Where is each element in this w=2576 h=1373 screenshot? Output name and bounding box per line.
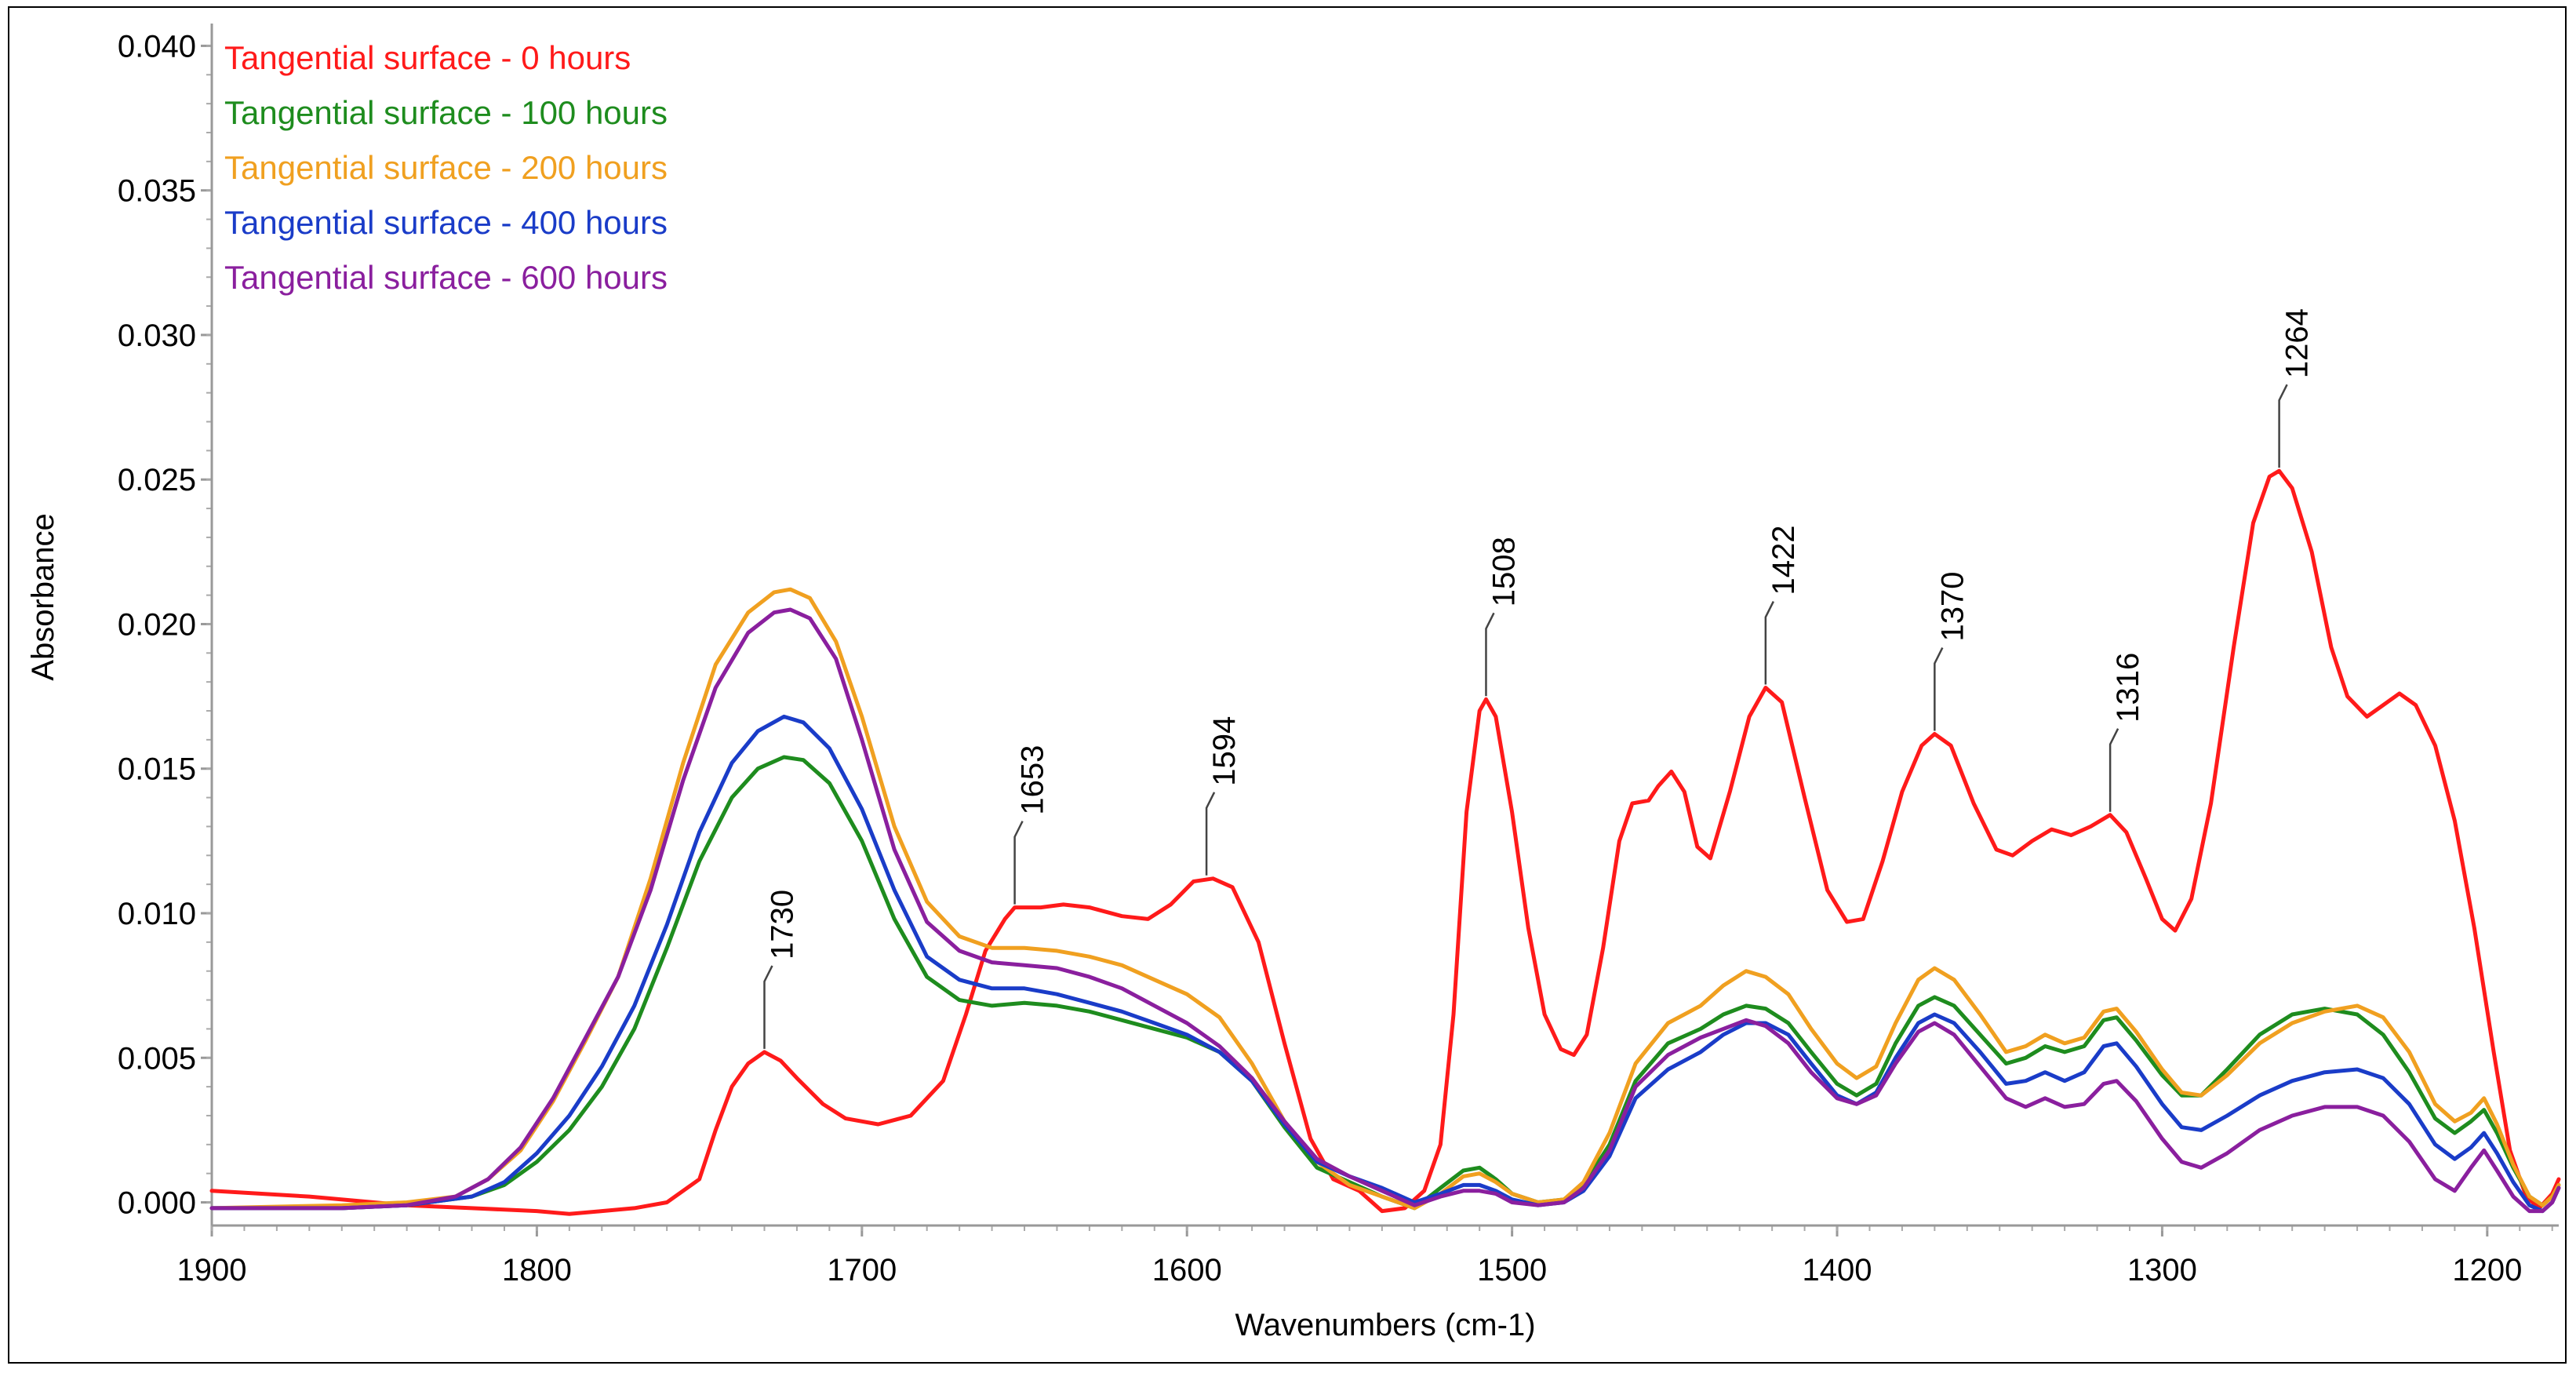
peak-leader-line <box>1205 792 1216 876</box>
peak-label: 1370 <box>1935 572 1970 642</box>
y-tick-label: 0.010 <box>118 897 196 931</box>
peak-leader-line <box>1764 600 1774 685</box>
chart-frame: 0.000 0.005 0.010 0.015 0.020 0.025 0.030 0.035… <box>8 6 2567 1364</box>
peak-leader-line <box>2108 728 2119 812</box>
x-tick-label: 1700 <box>827 1253 897 1287</box>
y-tick-label: 0.025 <box>118 463 196 497</box>
x-axis-label: Wavenumbers (cm-1) <box>1235 1308 1535 1342</box>
x-tick-label: 1200 <box>2452 1253 2522 1287</box>
x-tick-label: 1600 <box>1152 1253 1222 1287</box>
series-line-3 <box>209 714 2561 1214</box>
series-line-1 <box>209 755 2561 1211</box>
y-tick-label: 0.040 <box>118 29 196 64</box>
peak-leader-line <box>1485 612 1495 697</box>
peak-leader-line <box>1934 646 1944 731</box>
x-tick-label: 1900 <box>177 1253 247 1287</box>
y-tick-label: 0.005 <box>118 1041 196 1076</box>
peak-label: 1730 <box>765 890 799 960</box>
series-line-0 <box>209 468 2561 1216</box>
series-line-4 <box>209 607 2561 1214</box>
x-tick-label: 1300 <box>2127 1253 2197 1287</box>
peak-label: 1422 <box>1766 526 1801 595</box>
legend-entry: Tangential surface - 0 hours <box>224 39 631 76</box>
legend: Tangential surface - 0 hours Tangential s… <box>224 39 668 296</box>
y-tick-label: 0.015 <box>118 752 196 787</box>
peak-label: 1508 <box>1486 537 1521 606</box>
peak-label: 1264 <box>2280 308 2315 378</box>
peak-label: 1653 <box>1016 745 1050 815</box>
y-axis-label: Absorbance <box>26 513 60 680</box>
peak-label: 1316 <box>2111 653 2145 723</box>
legend-entry: Tangential surface - 100 hours <box>224 94 668 131</box>
series-layer <box>209 468 2561 1216</box>
legend-entry: Tangential surface - 400 hours <box>224 204 668 241</box>
y-axis-ticks: 0.000 0.005 0.010 0.015 0.020 0.025 0.030 0.035… <box>118 29 212 1221</box>
y-tick-label: 0.000 <box>118 1186 196 1221</box>
y-tick-label: 0.035 <box>118 174 196 209</box>
y-tick-label: 0.030 <box>118 319 196 353</box>
peak-label: 1594 <box>1207 716 1242 786</box>
spectrum-chart: 0.000 0.005 0.010 0.015 0.020 0.025 0.030 0.035… <box>26 24 2561 1342</box>
series-line-2 <box>209 587 2561 1211</box>
x-tick-label: 1400 <box>1803 1253 1872 1287</box>
x-tick-label: 1500 <box>1477 1253 1547 1287</box>
peak-annotations: 1730 1653 1594 1508 1422 1370 1316 1264 <box>763 308 2315 1049</box>
legend-entry: Tangential surface - 600 hours <box>224 259 668 296</box>
peak-leader-line <box>763 965 773 1049</box>
x-axis-ticks: 1900 1800 1700 1600 1500 1400 1300 1200 <box>177 1226 2553 1287</box>
peak-leader-line <box>2278 384 2288 468</box>
x-tick-label: 1800 <box>502 1253 572 1287</box>
legend-entry: Tangential surface - 200 hours <box>224 149 668 186</box>
peak-leader-line <box>1013 821 1024 905</box>
y-tick-label: 0.020 <box>118 607 196 642</box>
